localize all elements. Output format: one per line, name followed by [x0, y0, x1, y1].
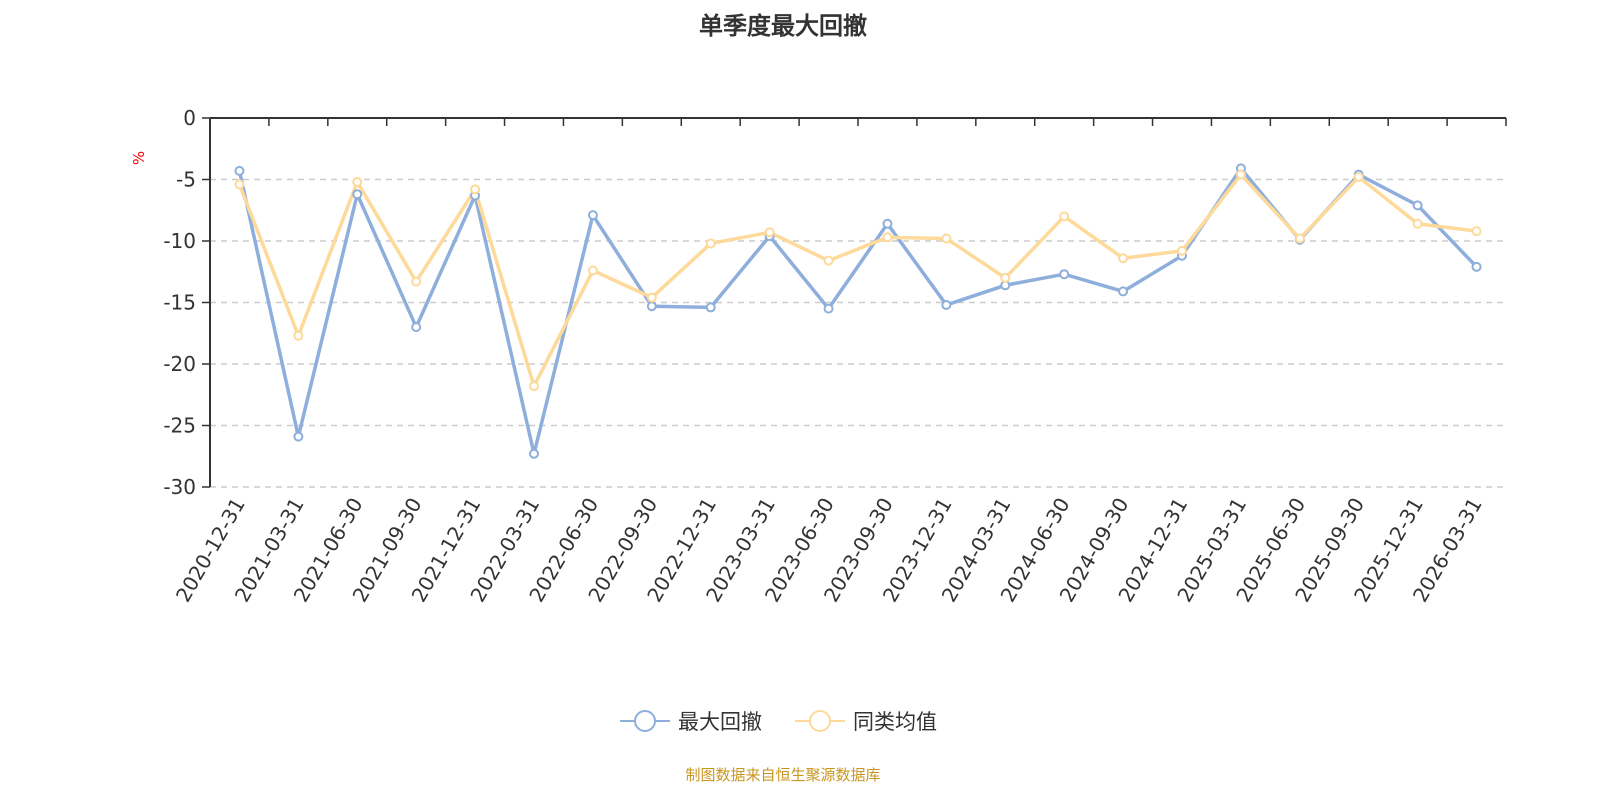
data-point: [1412, 218, 1423, 229]
data-point: [1059, 269, 1070, 280]
legend-label: 最大回撤: [678, 710, 762, 734]
data-point: [646, 292, 657, 303]
legend-label: 同类均值: [853, 710, 937, 734]
legend-item-0[interactable]: 最大回撤: [620, 710, 762, 734]
data-point: [1059, 211, 1070, 222]
y-tick-label: -5: [176, 168, 196, 192]
data-point: [1412, 200, 1423, 211]
data-point: [1471, 226, 1482, 237]
data-point: [411, 276, 422, 287]
legend-marker-icon: [634, 710, 656, 732]
y-tick-label: -25: [163, 414, 196, 438]
data-point: [352, 176, 363, 187]
data-point: [1471, 261, 1482, 272]
data-point: [646, 301, 657, 312]
data-point: [529, 448, 539, 459]
chart-title: 单季度最大回撤: [699, 12, 867, 40]
data-point: [1177, 245, 1187, 256]
data-point: [1235, 169, 1246, 180]
data-point: [234, 179, 245, 190]
y-tick-label: -20: [163, 352, 196, 376]
data-point: [1353, 172, 1364, 183]
y-tick-label: -15: [163, 291, 196, 315]
data-point: [823, 255, 834, 266]
data-point: [941, 233, 952, 244]
data-point: [529, 381, 539, 392]
data-point: [293, 330, 304, 341]
data-point: [764, 227, 775, 238]
data-point: [705, 238, 716, 249]
data-point: [352, 189, 363, 200]
data-point: [882, 218, 893, 229]
data-point: [941, 299, 952, 310]
data-point: [470, 184, 481, 195]
y-tick-label: -10: [163, 229, 196, 253]
data-point: [1118, 286, 1129, 297]
data-point: [411, 322, 422, 333]
data-point: [823, 303, 834, 314]
source-note: 制图数据来自恒生聚源数据库: [685, 766, 881, 784]
data-point: [587, 210, 598, 221]
data-point: [234, 165, 245, 176]
y-tick-label: 0: [183, 106, 196, 130]
legend-marker-icon: [809, 710, 831, 732]
data-point: [1294, 233, 1305, 244]
data-point: [882, 232, 893, 243]
y-axis-label: %: [130, 151, 148, 165]
data-point: [705, 302, 716, 313]
data-point: [587, 265, 598, 276]
y-tick-label: -30: [163, 475, 196, 499]
legend-item-1[interactable]: 同类均值: [795, 710, 937, 734]
series-line-1: [237, 172, 1477, 388]
data-point: [1118, 253, 1129, 264]
data-point: [1000, 272, 1011, 283]
series-line-0: [237, 166, 1478, 456]
data-point: [293, 431, 304, 442]
